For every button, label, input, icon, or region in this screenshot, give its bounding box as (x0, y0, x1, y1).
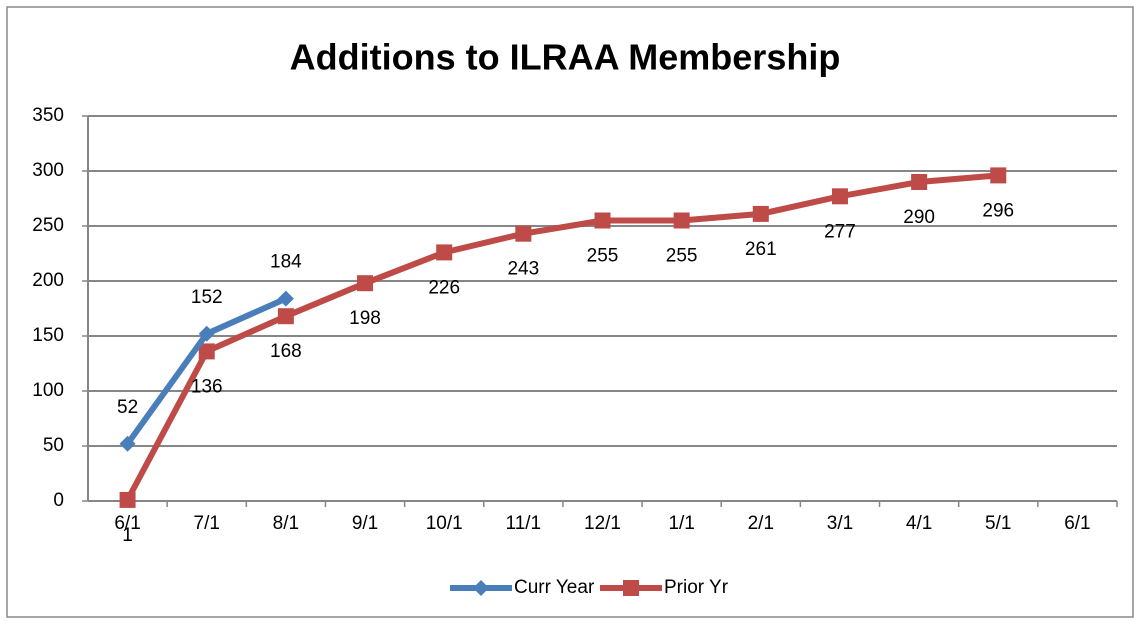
x-tick-label: 7/1 (194, 513, 220, 534)
marker (831, 188, 848, 205)
marker (436, 244, 453, 261)
chart-title: Additions to ILRAA Membership (290, 37, 841, 78)
y-tick-label: 100 (32, 380, 64, 401)
x-tick-label: 12/1 (584, 513, 621, 534)
marker (673, 212, 690, 229)
x-tick-label: 8/1 (273, 513, 299, 534)
marker (277, 290, 294, 307)
marker (473, 580, 489, 596)
x-tick-label: 3/1 (827, 513, 853, 534)
x-tick-label: 9/1 (352, 513, 378, 534)
data-label: 1 (122, 525, 133, 546)
legend-label: Curr Year (514, 577, 595, 598)
x-tick-label: 11/1 (506, 513, 542, 534)
x-tick-label: 10/1 (426, 513, 463, 534)
marker (752, 205, 769, 222)
data-label: 136 (191, 376, 223, 397)
y-tick-label: 50 (43, 435, 64, 456)
data-label: 277 (824, 221, 856, 242)
x-tick-label: 6/1 (1064, 513, 1090, 534)
data-label: 261 (745, 239, 777, 260)
y-tick-label: 200 (32, 270, 64, 291)
data-label: 255 (587, 246, 619, 267)
data-label: 296 (982, 200, 1014, 221)
marker (990, 167, 1007, 184)
data-label: 52 (117, 397, 138, 418)
marker (119, 491, 136, 508)
y-tick-label: 350 (32, 105, 64, 126)
marker (515, 225, 532, 242)
legend-label: Prior Yr (664, 577, 729, 598)
marker (594, 212, 611, 229)
marker (198, 343, 215, 360)
y-tick-label: 0 (53, 490, 64, 511)
data-label: 152 (191, 287, 223, 308)
x-tick-label: 1/1 (668, 513, 694, 534)
data-label: 168 (270, 341, 302, 362)
chart-border (6, 6, 1134, 618)
marker (119, 435, 136, 452)
data-label: 255 (666, 246, 698, 267)
marker (198, 325, 215, 342)
marker (357, 275, 374, 292)
y-tick-label: 300 (32, 160, 64, 181)
y-tick-label: 250 (32, 215, 64, 236)
data-label: 243 (507, 259, 539, 280)
x-tick-label: 5/1 (985, 513, 1011, 534)
x-tick-label: 2/1 (748, 513, 774, 534)
data-label: 184 (270, 252, 302, 273)
marker (277, 308, 294, 325)
data-label: 226 (428, 277, 460, 298)
x-tick-label: 6/1 (114, 513, 140, 534)
x-tick-label: 4/1 (906, 513, 932, 534)
marker (623, 580, 639, 596)
series-line (124, 172, 999, 502)
y-tick-label: 150 (32, 325, 64, 346)
data-label: 198 (349, 308, 381, 329)
marker (911, 174, 928, 190)
data-label: 290 (903, 207, 935, 228)
